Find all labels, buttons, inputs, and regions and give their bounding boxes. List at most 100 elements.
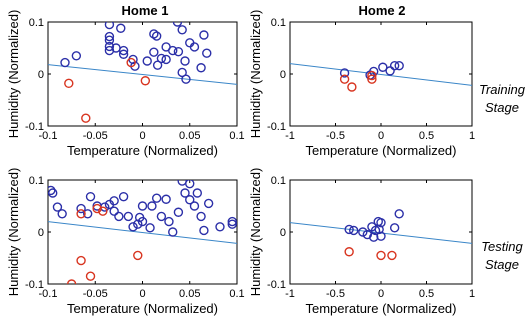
x-tick-label: -0.05 [83,130,108,142]
cluster-point [149,47,159,57]
y-axis-label: Humidity (Normalized) [248,10,263,139]
y-tick-label: 0.1 [29,175,44,187]
row-label-training-line1: Training [479,82,526,97]
cluster-point [104,31,115,42]
cluster-point [199,30,209,40]
x-tick-label: 0.05 [179,130,200,142]
x-tick-label: -0.05 [83,288,108,300]
cluster-point [76,203,86,214]
cluster-point [118,45,129,56]
cluster-point [57,209,67,219]
cluster-point [137,201,148,211]
decision-boundary-line [48,64,237,85]
outlier-point [133,250,143,261]
cluster-point [180,56,190,66]
x-tick-label: 0 [378,288,384,300]
cluster-point [196,211,206,222]
cluster-point [168,227,178,237]
cluster-point [227,216,237,227]
outlier-point [367,70,377,81]
x-tick-label: 0 [139,288,145,300]
cluster-point [389,60,400,71]
cluster-point [389,223,400,233]
x-tick-label: -0.1 [39,288,58,300]
y-tick-label: -0.1 [267,279,286,291]
axes-frame [47,179,238,285]
cluster-point [385,66,395,76]
y-axis-label: Humidity (Normalized) [6,10,21,139]
outlier-point [367,74,377,84]
cluster-point [177,180,187,186]
cluster-point [173,207,184,217]
scatter-panel-2: -1 -0.5 0 0.5 1 -0.1 0 0.1 Temperature (Normaliz… [248,10,475,158]
cluster-point [104,22,115,30]
x-tick-label: -1 [285,130,295,142]
cluster-point [164,216,174,227]
outlier-point [92,203,102,214]
cluster-point [151,193,162,203]
cluster-point [133,219,143,229]
x-tick-label: 0.1 [229,130,244,142]
y-tick-label: 0.1 [271,17,286,29]
cluster-point [378,62,388,72]
outlier-point [344,247,354,257]
cluster-point [147,201,157,211]
x-tick-label: -0.5 [326,288,345,300]
x-axis-label: Temperature (Normalized) [67,301,218,316]
cluster-point [203,198,214,209]
outlier-point [126,57,136,68]
y-tick-label: 0 [38,227,44,239]
cluster-point [104,41,115,52]
y-axis-label: Humidity (Normalized) [248,168,263,297]
x-tick-label: -1 [285,288,295,300]
y-tick-label: -0.1 [267,121,286,133]
y-tick-label: -0.1 [25,121,44,133]
x-axis-label: Temperature (Normalized) [67,143,218,158]
outlier-point [81,113,91,123]
x-tick-label: 0.05 [179,288,200,300]
cluster-point [104,199,115,210]
cluster-point [202,48,212,58]
cluster-point [142,56,152,66]
scatter-panel-3: -0.1 -0.05 0 0.05 0.1 -0.1 0 0.1 Temperature (No… [6,168,245,316]
decision-boundary-line [290,63,472,86]
plot-area [48,180,237,284]
outlier-point [85,271,96,281]
x-tick-label: 1 [469,130,475,142]
cluster-point [215,222,225,232]
cluster-point [189,201,200,211]
cluster-point [199,225,209,236]
x-tick-label: 0.5 [419,130,434,142]
cluster-point [109,206,119,216]
cluster-point [156,53,167,64]
cluster-point [151,31,162,41]
axes-frame [47,21,238,127]
cluster-point [185,195,195,205]
scatter-panel-1: -0.1 -0.05 0 0.05 0.1 -0.1 0 0.1 Temperature (No… [6,10,245,158]
outlier-point [76,209,86,219]
cluster-point [134,212,145,223]
x-tick-label: 0 [378,130,384,142]
outlier-point [98,206,108,216]
cluster-point [394,60,404,71]
x-tick-label: -0.5 [326,130,345,142]
x-axis-label: Temperature (Normalized) [306,143,457,158]
x-axis-label: Temperature (Normalized) [306,301,457,316]
cluster-point [227,219,237,229]
cluster-point [181,74,191,84]
decision-boundary-line [48,221,237,244]
y-tick-label: 0 [280,69,286,81]
outlier-point [66,279,77,284]
cluster-point [128,222,138,232]
outlier-point [347,82,357,92]
cluster-point [339,68,350,78]
row-label-testing-line1: Testing [481,239,523,254]
cluster-point [189,42,200,52]
cluster-point [149,29,159,39]
cluster-point [177,25,187,35]
cluster-point [104,35,115,45]
outlier-point [339,74,350,84]
cluster-point [370,225,381,236]
scatter-panel-4: -1 -0.5 0 0.5 1 -0.1 0 0.1 Temperature (Normaliz… [248,168,475,316]
